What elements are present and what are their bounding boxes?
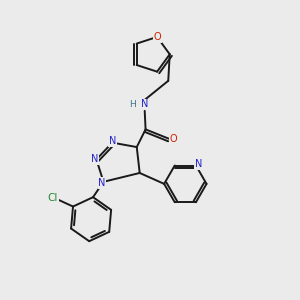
Text: H: H (130, 100, 136, 109)
Text: Cl: Cl (48, 193, 58, 203)
Text: N: N (91, 154, 99, 164)
Text: O: O (170, 134, 177, 144)
Text: N: N (195, 159, 203, 169)
Text: O: O (153, 32, 161, 42)
Text: N: N (109, 136, 116, 146)
Text: N: N (98, 178, 106, 188)
Text: N: N (141, 99, 148, 110)
